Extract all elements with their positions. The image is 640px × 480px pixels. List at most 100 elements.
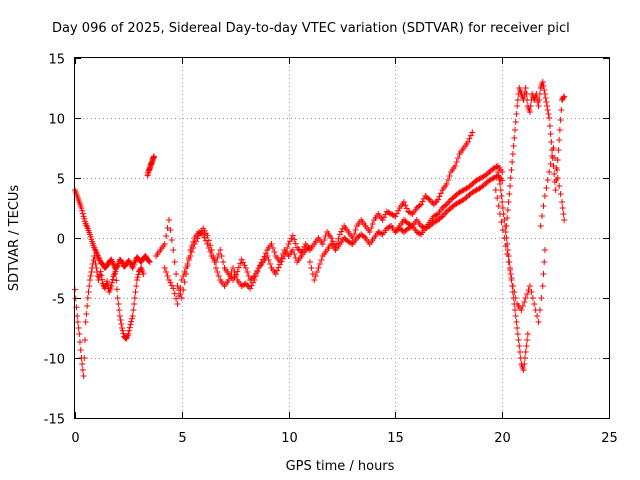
data-point [495,173,502,179]
data-point [400,199,407,205]
data-point [521,355,528,361]
data-point [86,283,93,289]
data-point [544,107,551,113]
data-point [339,225,346,232]
data-point [561,93,568,100]
data-point [214,269,221,275]
data-point [208,247,215,253]
data-point [519,303,526,309]
data-point [403,205,410,212]
data-point [437,190,444,197]
data-point [514,325,521,331]
data-point [348,240,355,247]
data-point [215,273,222,279]
data-point [252,273,259,279]
axis-ticks: 0 5 10 15 20 25 -15 -10 -5 0 5 10 15 [44,53,618,447]
data-point [205,237,212,244]
data-point [513,319,520,325]
data-point [291,236,298,243]
data-point [165,277,172,283]
data-point [560,94,567,101]
data-point [104,281,111,288]
data-point [140,271,147,277]
data-point [510,143,517,149]
data-point [416,202,423,209]
data-point [541,259,548,265]
chart-title: Day 096 of 2025, Sidereal Day-to-day VTE… [52,21,570,36]
data-point [98,272,105,279]
data-point [540,83,547,89]
plot-frame [74,57,610,419]
data-point [498,193,505,199]
data-point [555,147,562,153]
data-point [512,119,519,125]
series-stream-f [306,163,506,283]
data-point [539,283,546,289]
data-point [512,295,519,301]
data-point [523,91,530,97]
data-point [301,243,308,250]
data-point [541,91,548,97]
data-point [557,117,564,123]
data-point [278,258,285,265]
data-point [291,251,298,257]
data-point [392,213,399,220]
data-point [511,289,518,295]
data-point [512,307,519,313]
data-point [467,132,474,139]
data-point [312,273,319,279]
data-point [507,271,514,277]
data-point [442,202,449,209]
data-point [536,97,543,103]
data-point [204,232,211,239]
data-point [281,253,288,259]
x-tick-label: 20 [494,431,511,446]
data-point [132,289,139,295]
data-point [536,307,543,313]
data-point [508,275,515,281]
data-point [386,223,393,230]
data-point [79,210,86,217]
data-point [561,217,568,223]
data-point [544,103,551,109]
data-point [299,246,306,253]
data-point [165,217,172,223]
series-burst-3h [144,153,158,179]
data-point [552,187,559,193]
data-point [168,237,175,243]
data-point [336,231,343,238]
data-point [79,361,86,367]
data-point [272,271,279,277]
data-point [526,283,533,289]
data-point [146,258,153,265]
data-point [275,264,282,271]
data-point [531,301,538,307]
data-point [318,257,325,263]
data-points [72,79,568,379]
data-point [217,247,224,253]
data-point [129,313,136,319]
data-point [351,231,358,237]
data-point [131,295,138,301]
data-point [173,295,180,302]
data-point [408,210,415,217]
data-point [514,331,521,337]
data-point [543,185,550,191]
data-point [559,199,566,205]
data-point [220,259,227,265]
data-point [534,313,541,319]
data-point [146,259,153,265]
data-point [251,277,258,283]
data-point [551,171,558,177]
data-point [109,279,116,286]
data-point [550,145,557,151]
data-point [84,295,91,301]
data-point [104,278,111,285]
data-point [210,253,217,259]
data-point [114,295,121,301]
y-tick-label: 10 [48,113,65,128]
data-point [128,315,135,322]
data-point [524,337,531,343]
data-point [180,273,187,279]
